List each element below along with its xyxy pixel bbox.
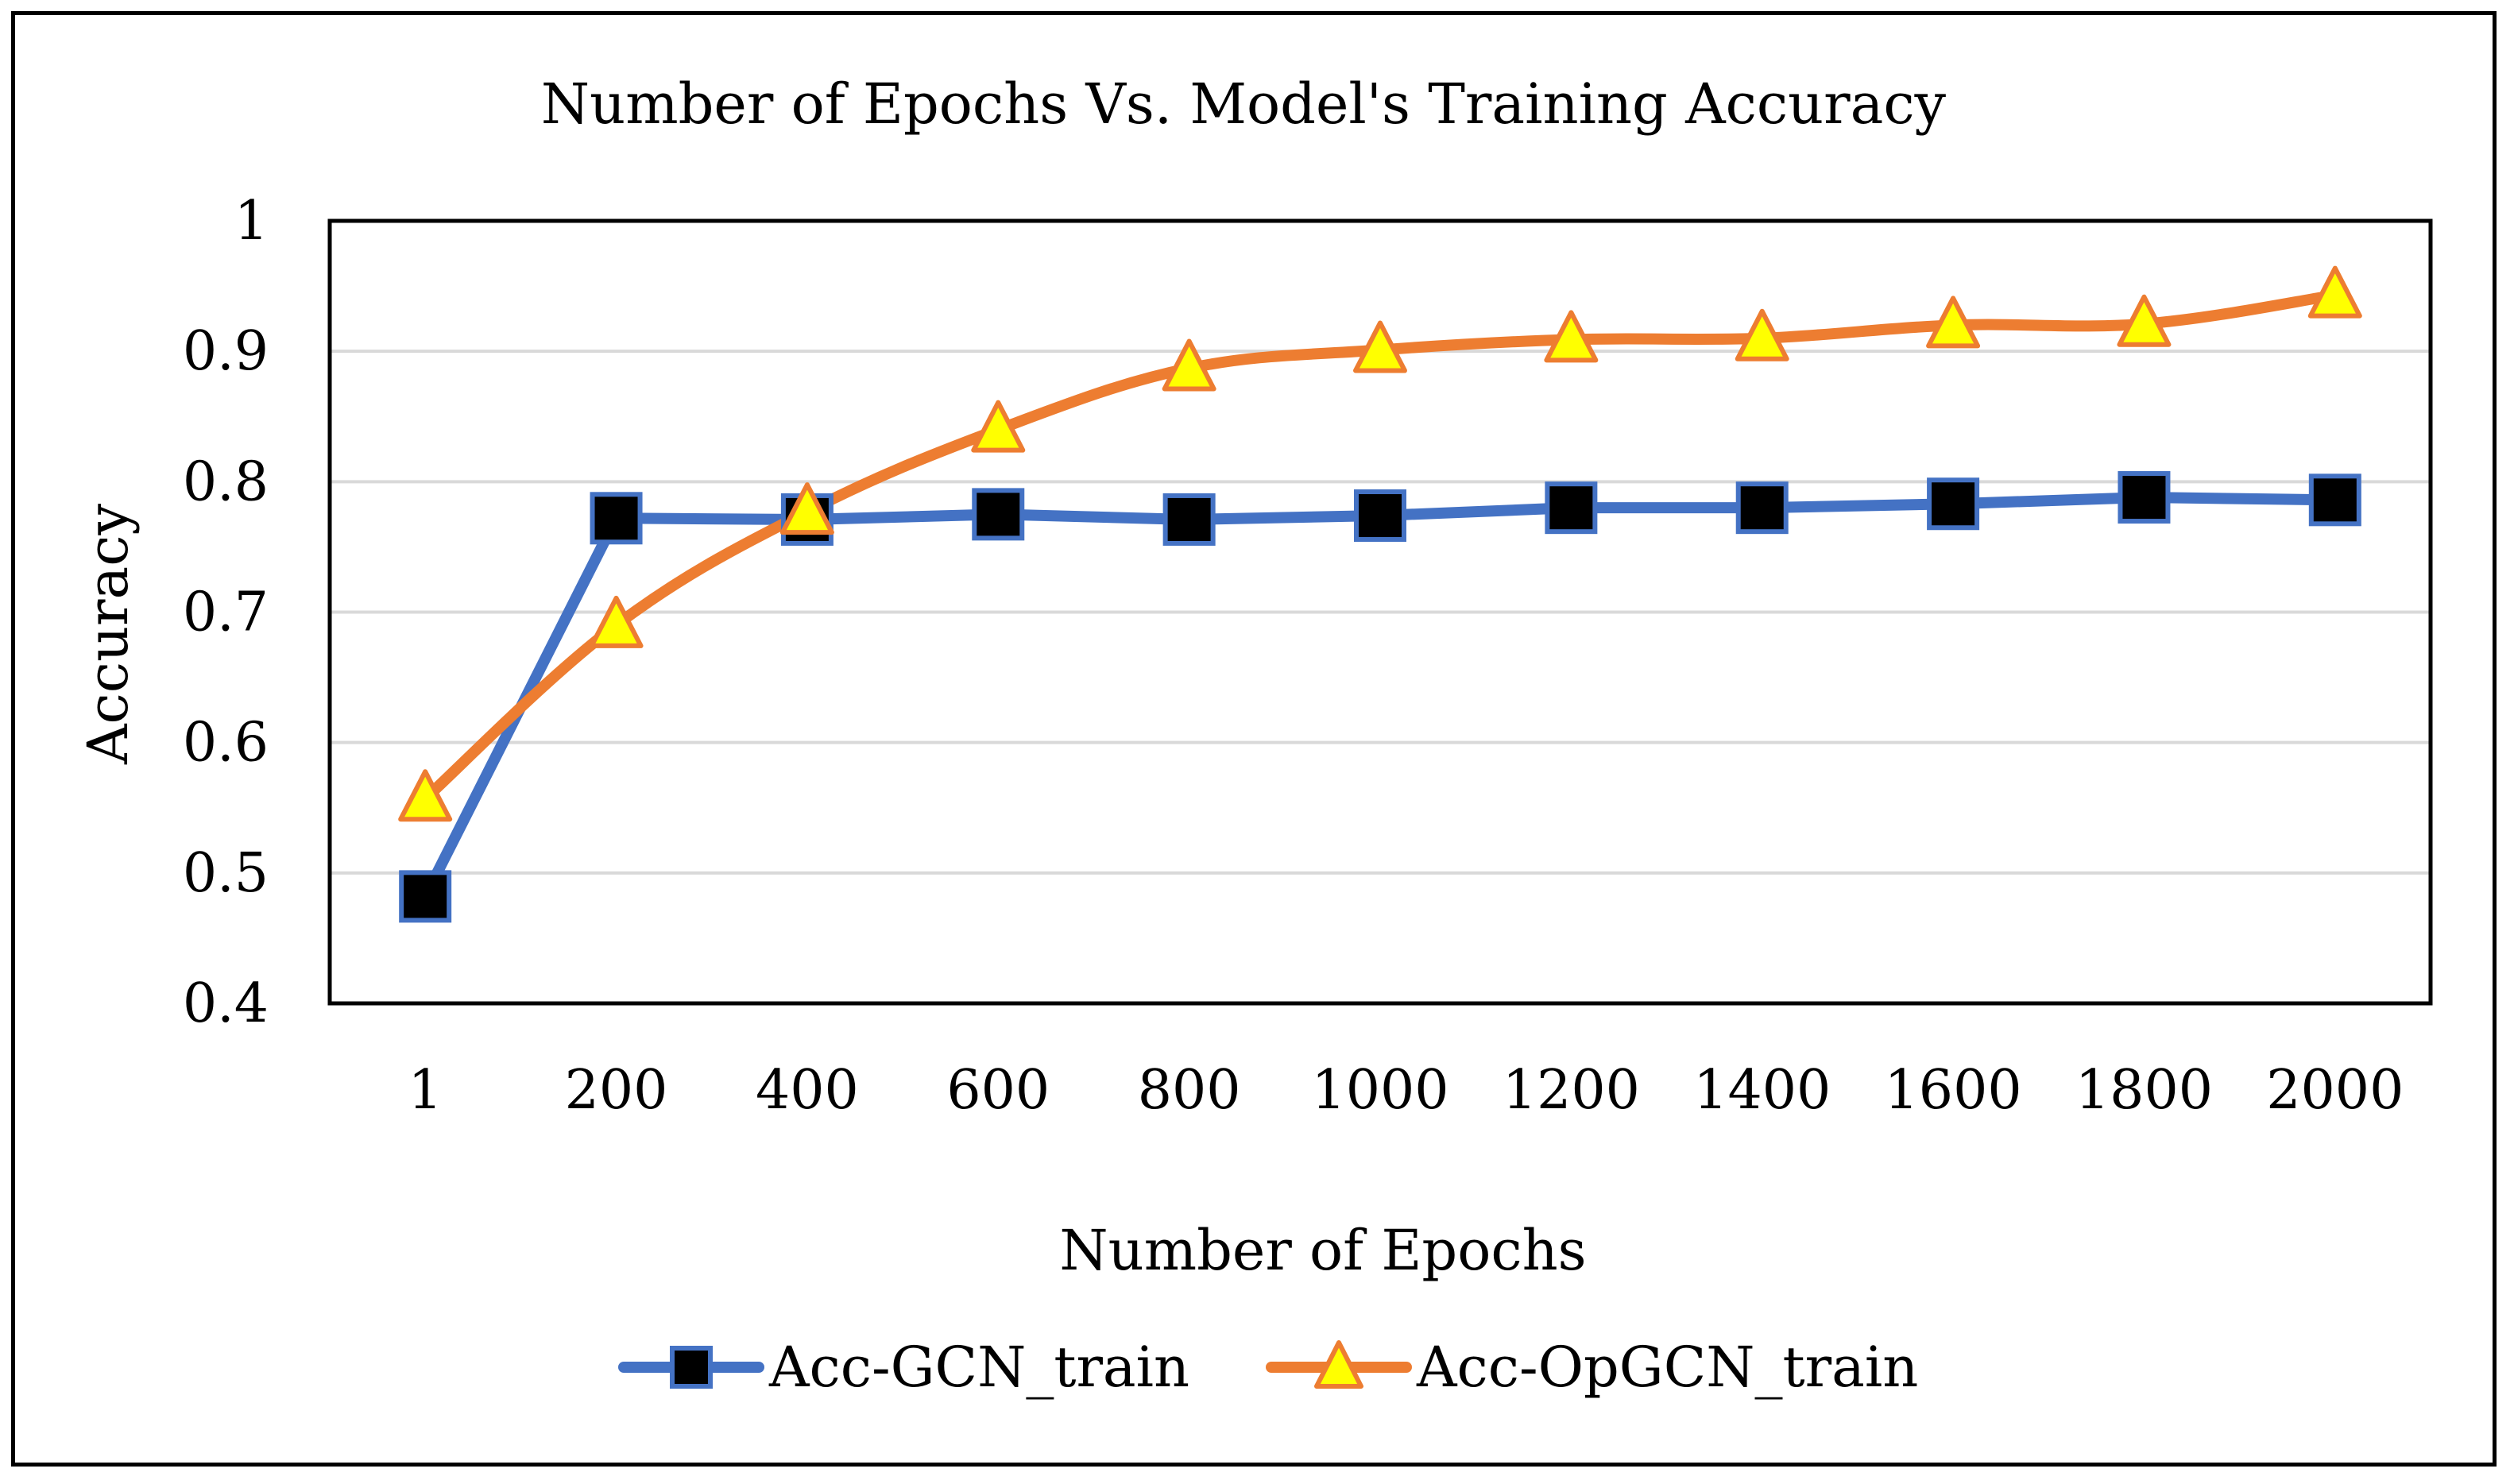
- x-axis-ticks: 1 200 400 600 800 1000 1200 1400 1600 1800 2000: [408, 1059, 2404, 1122]
- y-tick-label: 1: [234, 190, 269, 253]
- y-tick-label: 0.6: [183, 712, 269, 775]
- y-tick-label: 0.9: [183, 320, 269, 383]
- grid-lines: [330, 350, 2431, 875]
- legend-label-gcn: Acc-GCN_train: [768, 1335, 1189, 1400]
- x-tick-label: 1400: [1693, 1059, 1831, 1122]
- data-point-gcn: [972, 488, 1025, 541]
- chart-frame: [11, 11, 2497, 1467]
- legend-marker-opgcn: [1314, 1340, 1363, 1389]
- plot-area-border: [327, 218, 2433, 1006]
- data-point-gcn: [2118, 471, 2171, 524]
- data-point-opgcn: [1544, 310, 1599, 363]
- series-line-1: [420, 289, 2341, 805]
- data-point-gcn: [1735, 481, 1789, 535]
- legend-marker-gcn: [670, 1346, 713, 1389]
- y-axis-title: Accuracy: [75, 504, 141, 765]
- data-point-opgcn: [971, 400, 1026, 453]
- chart-title: Number of Epochs Vs. Model's Training Ac…: [541, 71, 1947, 137]
- x-tick-label: 1200: [1503, 1059, 1640, 1122]
- x-tick-label: 1000: [1311, 1059, 1448, 1122]
- x-tick-label: 200: [565, 1059, 668, 1122]
- data-point-opgcn: [1162, 338, 1216, 392]
- legend: Acc-GCN_train Acc-OpGCN_train: [618, 1335, 1918, 1400]
- data-point-opgcn: [2307, 265, 2362, 319]
- data-point-opgcn: [1353, 320, 1407, 373]
- data-point-opgcn: [1735, 308, 1789, 361]
- data-point-gcn: [2308, 473, 2361, 527]
- x-tick-label: 800: [1138, 1059, 1241, 1122]
- data-point-opgcn: [2117, 294, 2172, 347]
- series-lines: [420, 289, 2341, 902]
- data-point-gcn: [399, 870, 452, 923]
- legend-label-opgcn: Acc-OpGCN_train: [1416, 1335, 1918, 1400]
- data-point-opgcn: [779, 482, 834, 535]
- data-point-opgcn: [1926, 296, 1981, 349]
- series-markers: [398, 265, 2362, 923]
- x-tick-label: 1: [408, 1059, 443, 1122]
- y-tick-label: 0.7: [183, 582, 269, 644]
- data-point-gcn: [1354, 489, 1406, 543]
- data-point-gcn: [1927, 477, 1980, 531]
- x-tick-label: 1600: [1885, 1059, 2022, 1122]
- x-tick-label: 400: [756, 1059, 859, 1122]
- y-axis-ticks: 0.4 0.5 0.6 0.7 0.8 0.9 1: [183, 190, 269, 1035]
- data-point-gcn: [1545, 481, 1598, 535]
- data-point-opgcn: [398, 769, 453, 822]
- x-tick-label: 2000: [2266, 1059, 2404, 1122]
- y-tick-label: 0.5: [183, 842, 269, 905]
- x-tick-label: 1800: [2075, 1059, 2213, 1122]
- data-point-gcn: [1162, 493, 1216, 546]
- y-tick-label: 0.8: [183, 450, 269, 513]
- x-tick-label: 600: [946, 1059, 1050, 1122]
- data-point-opgcn: [589, 595, 644, 648]
- x-axis-title: Number of Epochs: [1059, 1218, 1586, 1283]
- data-point-gcn: [590, 492, 643, 545]
- y-tick-label: 0.4: [183, 972, 269, 1035]
